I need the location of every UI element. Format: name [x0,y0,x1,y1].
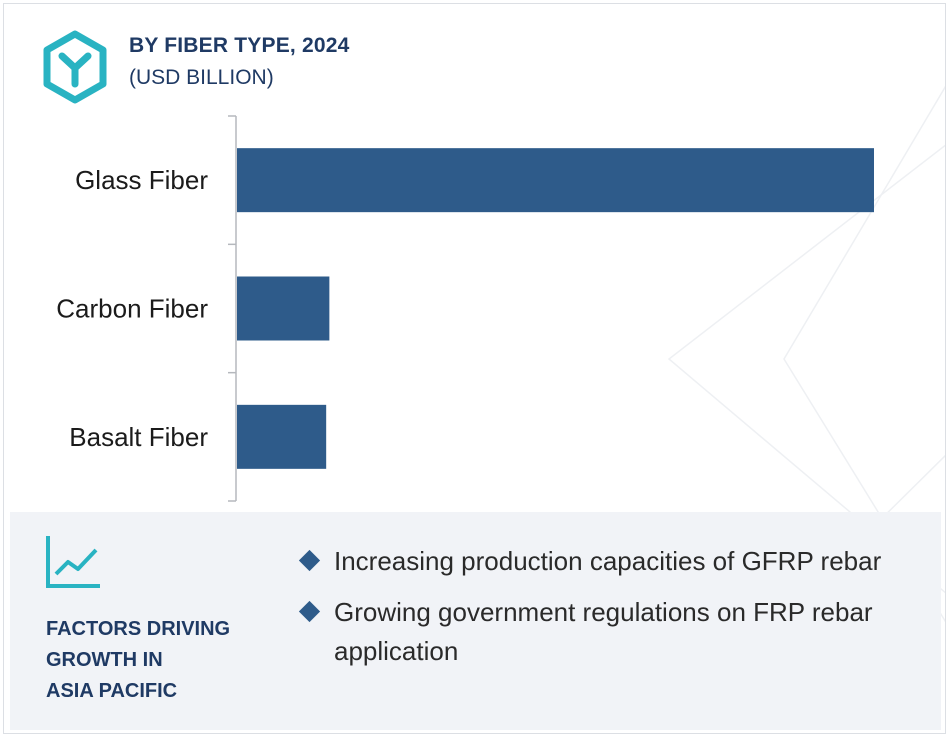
factors-heading-line: FACTORS DRIVING [46,618,231,640]
factor-item: Growing government regulations on FRP re… [298,593,918,671]
category-label: Glass Fiber [75,165,208,195]
factor-item: Increasing production capacities of GFRP… [298,542,918,581]
bar-glass-fiber [237,148,874,213]
factors-heading-line: GROWTH IN [46,649,163,671]
factor-text: Increasing production capacities of GFRP… [334,546,882,576]
category-label: Carbon Fiber [56,294,208,324]
chart-title: BY FIBER TYPE, 2024 [129,34,350,57]
infographic-card: BY FIBER TYPE, 2024 (USD BILLION) Glass … [3,3,946,734]
diamond-bullet-icon [298,600,321,623]
factors-heading-line: ASIA PACIFIC [46,680,178,702]
factors-panel: FACTORS DRIVING GROWTH IN ASIA PACIFIC I… [10,512,941,730]
diamond-bullet-icon [298,549,321,572]
category-label: Basalt Fiber [69,422,208,452]
bar-chart: Glass Fiber Carbon Fiber Basalt Fiber [56,115,874,502]
chart-subtitle: (USD BILLION) [129,66,274,89]
bar-carbon-fiber [237,276,330,341]
factors-heading: FACTORS DRIVING GROWTH IN ASIA PACIFIC [46,614,276,707]
trend-chart-icon [46,536,100,588]
factors-list: Increasing production capacities of GFRP… [298,542,918,683]
factor-text: Growing government regulations on FRP re… [334,597,873,666]
hexagon-y-icon [43,30,107,104]
bar-basalt-fiber [237,404,327,469]
